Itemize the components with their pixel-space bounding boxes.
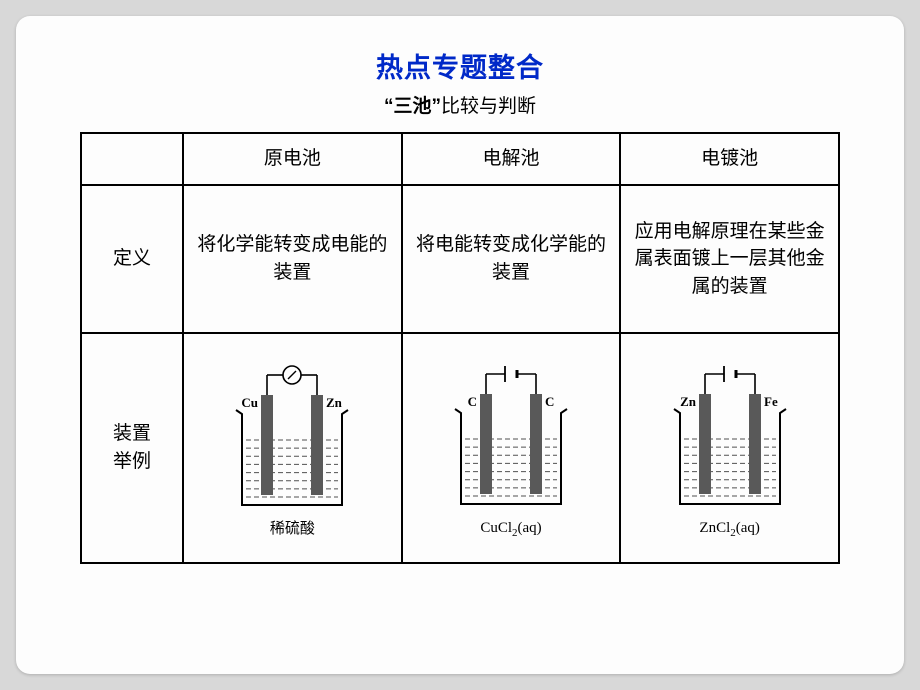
svg-text:Cu: Cu xyxy=(242,395,259,410)
table-header-row: 原电池 电解池 电镀池 xyxy=(81,133,839,185)
svg-text:C: C xyxy=(468,394,477,409)
diagram-caption: 稀硫酸 xyxy=(270,519,315,541)
definition-cell-1: 将电能转变成化学能的装置 xyxy=(402,185,621,333)
slide-card: 热点专题整合 “三池”比较与判断 原电池 电解池 电镀池 定义 将化学能转变成电… xyxy=(16,16,904,674)
svg-text:Zn: Zn xyxy=(680,394,697,409)
definition-row: 定义 将化学能转变成电能的装置 将电能转变成化学能的装置 应用电解原理在某些金属… xyxy=(81,185,839,333)
diagram-electroplating: Zn Fe ZnCl2(aq) xyxy=(627,354,832,542)
definition-cell-0: 将化学能转变成电能的装置 xyxy=(183,185,402,333)
svg-text:Zn: Zn xyxy=(326,395,343,410)
device-cell-2: Zn Fe ZnCl2(aq) xyxy=(620,333,839,563)
electrochemical-cell-icon: CC xyxy=(436,354,586,514)
definition-row-label: 定义 xyxy=(81,185,183,333)
diagram-caption: CuCl2(aq) xyxy=(480,518,541,542)
sub-title: “三池”比较与判断 xyxy=(16,91,904,118)
header-col-2: 电镀池 xyxy=(620,133,839,185)
diagram-electrolytic: CCCuCl2(aq) xyxy=(409,354,614,542)
svg-text:C: C xyxy=(545,394,554,409)
main-title: 热点专题整合 xyxy=(16,46,904,85)
electrochemical-cell-icon: Zn Fe xyxy=(655,354,805,514)
device-cell-1: CCCuCl2(aq) xyxy=(402,333,621,563)
device-row: 装置举例 CuZn稀硫酸 CCCuCl2(aq) ZnFeZnCl2(aq) xyxy=(81,333,839,563)
header-col-1: 电解池 xyxy=(402,133,621,185)
electrochemical-cell-icon: Cu Zn xyxy=(217,355,367,515)
header-blank xyxy=(81,133,183,185)
sub-title-rest: 比较与判断 xyxy=(441,96,536,117)
header-col-0: 原电池 xyxy=(183,133,402,185)
diagram-caption: ZnCl2(aq) xyxy=(699,518,760,542)
comparison-table: 原电池 电解池 电镀池 定义 将化学能转变成电能的装置 将电能转变成化学能的装置… xyxy=(80,132,840,564)
definition-cell-2: 应用电解原理在某些金属表面镀上一层其他金属的装置 xyxy=(620,185,839,333)
sub-title-quoted: “三池” xyxy=(384,96,441,117)
diagram-galvanic: Cu Zn 稀硫酸 xyxy=(190,355,395,541)
device-cell-0: Cu Zn 稀硫酸 xyxy=(183,333,402,563)
device-row-label: 装置举例 xyxy=(81,333,183,563)
svg-text:Fe: Fe xyxy=(764,394,778,409)
